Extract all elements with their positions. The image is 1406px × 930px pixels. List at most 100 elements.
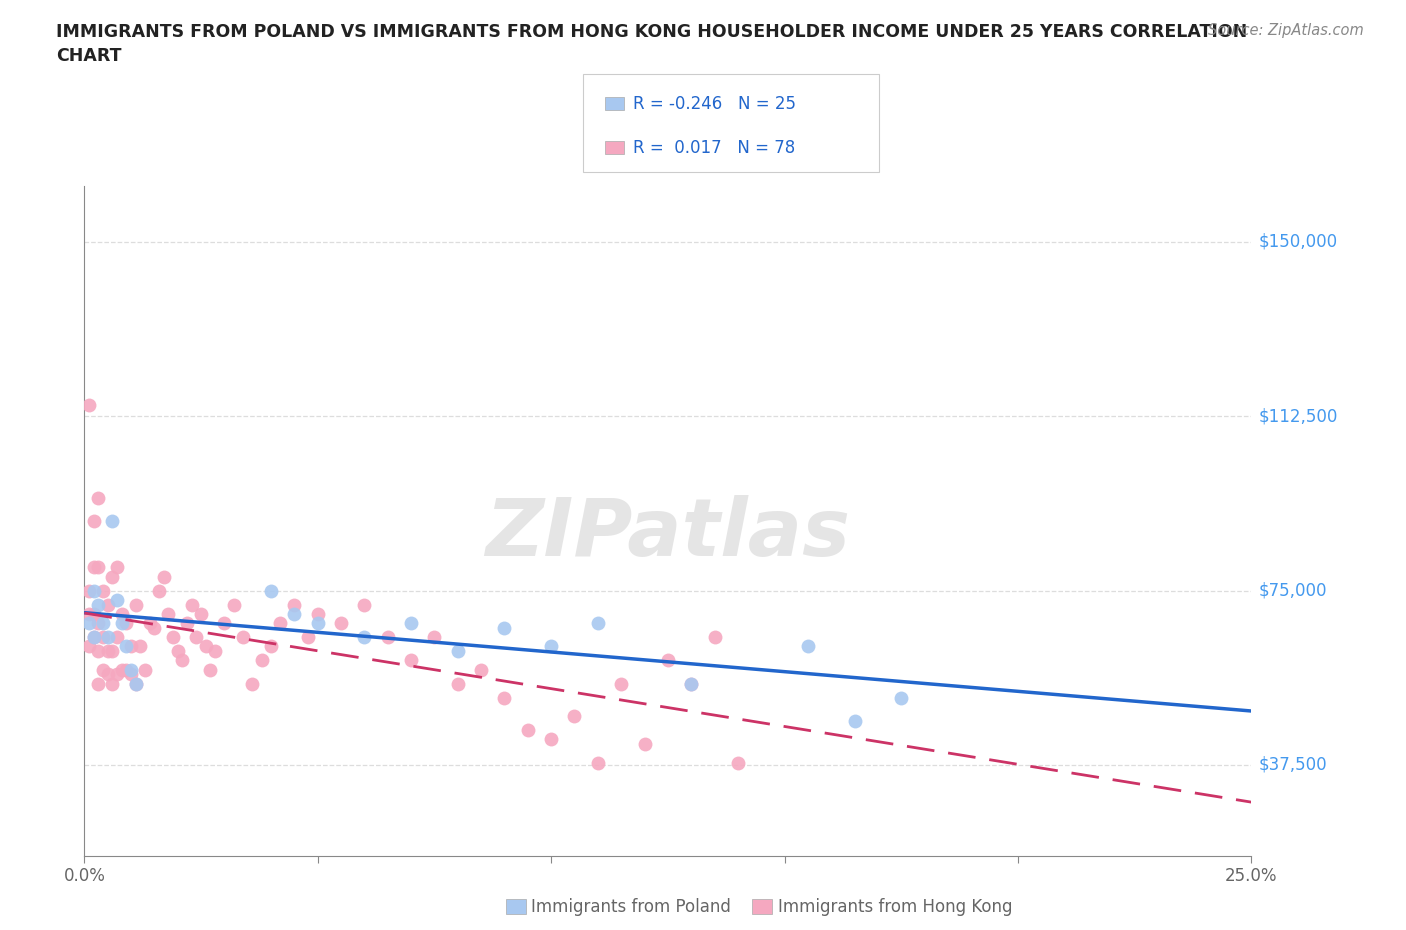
Point (166, 644, 188, 658)
Point (681, 676, 703, 691)
Point (222, 597, 245, 612)
Point (540, 639, 562, 654)
Text: $150,000: $150,000 (1258, 232, 1337, 251)
Point (134, 662, 156, 677)
Point (120, 662, 142, 677)
Point (120, 667, 142, 682)
Point (87, 644, 110, 658)
Point (105, 667, 128, 682)
Point (586, 616, 609, 631)
Point (97, 630, 120, 644)
Text: Immigrants from Poland: Immigrants from Poland (531, 897, 731, 916)
Point (77, 616, 100, 631)
Text: ZIPatlas: ZIPatlas (485, 495, 851, 573)
Point (87, 616, 110, 631)
Point (214, 616, 236, 631)
Point (516, 723, 538, 737)
Point (633, 737, 655, 751)
Text: IMMIGRANTS FROM POLAND VS IMMIGRANTS FROM HONG KONG HOUSEHOLDER INCOME UNDER 25 : IMMIGRANTS FROM POLAND VS IMMIGRANTS FRO… (56, 23, 1247, 65)
Point (172, 653, 194, 668)
Point (470, 662, 492, 677)
Point (353, 630, 375, 644)
Point (115, 662, 138, 677)
Point (101, 644, 124, 658)
Point (83, 583, 105, 598)
Point (120, 639, 142, 654)
Point (610, 676, 633, 691)
Point (91, 630, 114, 644)
Point (105, 630, 128, 644)
Point (148, 583, 170, 598)
Point (703, 630, 725, 644)
Point (125, 676, 148, 691)
Point (194, 639, 217, 654)
Point (307, 616, 329, 631)
Point (101, 569, 124, 584)
Point (162, 630, 184, 644)
Point (190, 606, 212, 621)
Point (83, 560, 105, 575)
Point (586, 755, 609, 770)
Point (283, 606, 305, 621)
Point (844, 713, 866, 728)
Text: R = -0.246   N = 25: R = -0.246 N = 25 (633, 95, 796, 113)
Point (564, 709, 586, 724)
Text: Immigrants from Hong Kong: Immigrants from Hong Kong (778, 897, 1012, 916)
Point (87, 597, 110, 612)
Point (399, 653, 422, 668)
Point (111, 616, 134, 631)
Point (87, 490, 110, 505)
Point (152, 569, 174, 584)
Point (681, 676, 703, 691)
Text: $112,500: $112,500 (1258, 407, 1337, 425)
Point (91, 583, 114, 598)
Point (176, 616, 198, 631)
Point (97, 667, 120, 682)
Point (399, 616, 422, 631)
Point (101, 676, 124, 691)
Point (260, 583, 283, 598)
Point (250, 653, 273, 668)
Point (91, 662, 114, 677)
Point (797, 639, 820, 654)
Point (83, 513, 105, 528)
Point (307, 606, 329, 621)
Point (890, 690, 912, 705)
Point (115, 616, 138, 631)
Point (125, 676, 148, 691)
Point (143, 620, 166, 635)
Point (77, 583, 100, 598)
Text: $37,500: $37,500 (1258, 756, 1327, 774)
Point (297, 630, 319, 644)
Point (727, 755, 749, 770)
Point (494, 690, 516, 705)
Text: Source: ZipAtlas.com: Source: ZipAtlas.com (1208, 23, 1364, 38)
Point (83, 630, 105, 644)
Point (77, 639, 100, 654)
Point (232, 630, 254, 644)
Point (200, 662, 222, 677)
Point (157, 606, 180, 621)
Point (204, 644, 226, 658)
Point (540, 732, 562, 747)
Point (77, 397, 100, 412)
Point (91, 616, 114, 631)
Point (105, 560, 128, 575)
Point (115, 639, 138, 654)
Point (447, 676, 470, 691)
Point (260, 639, 283, 654)
Point (129, 639, 152, 654)
Point (330, 616, 353, 631)
Point (77, 606, 100, 621)
Point (83, 606, 105, 621)
Point (377, 630, 399, 644)
Point (447, 644, 470, 658)
Point (87, 560, 110, 575)
Point (242, 676, 264, 691)
Point (83, 630, 105, 644)
Point (138, 616, 160, 631)
Point (353, 597, 375, 612)
Point (111, 662, 134, 677)
Text: $75,000: $75,000 (1258, 581, 1327, 600)
Text: R =  0.017   N = 78: R = 0.017 N = 78 (633, 139, 794, 157)
